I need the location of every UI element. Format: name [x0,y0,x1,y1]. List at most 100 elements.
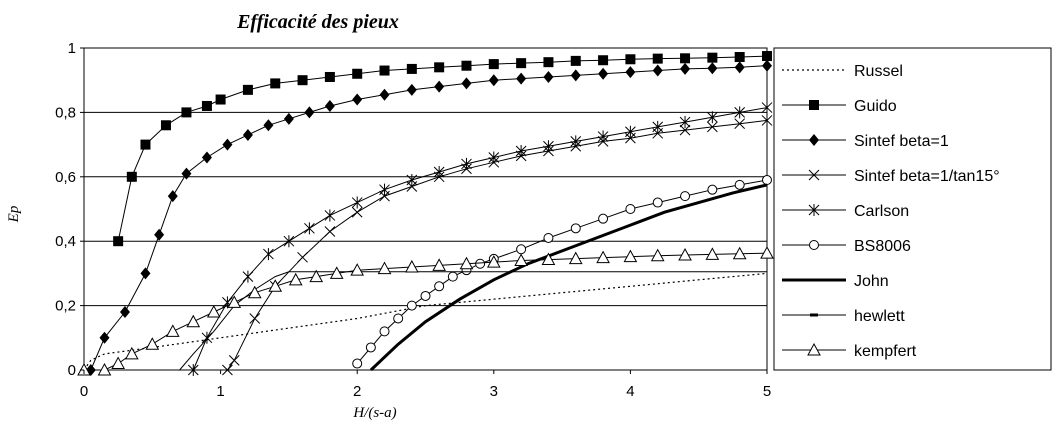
sintef-beta-1-point [119,306,130,319]
carlson-point [433,165,445,178]
guido-line [117,55,768,242]
series-guido [113,51,772,247]
sintef-beta-1-point [516,72,527,85]
legend-items: Russel Guido Sintef beta=1 Sintef beta=1/ta… [782,63,1000,360]
kempfert-point [206,304,221,318]
y-axis-label: Ep [6,205,22,223]
sintef-beta-1-point [140,267,151,280]
bs8006-point [543,232,554,243]
bs8006-point [365,342,376,353]
legend-item-russel: Russel [782,63,903,80]
kempfert-point [97,362,112,376]
legend-item-guido: Guido [782,98,897,115]
carlson-point [707,111,718,124]
carlson-point [679,116,691,129]
carlson-point [201,331,213,344]
guido-point [113,236,124,247]
sintef-beta-1-point [181,167,192,180]
kempfert-point [288,272,303,286]
kempfert-point [404,259,419,273]
sintef-beta-1-point [154,228,165,241]
carlson-point [488,151,500,164]
kempfert-point [760,246,774,259]
legend-item-kempfert: kempfert [782,342,917,360]
guido-point [762,51,772,62]
kempfert-point [145,337,160,350]
sintef-beta-1-point [242,128,253,141]
x-axis-label: H/(s-a) [352,405,396,421]
guido-point [516,58,527,69]
sintef-beta-1-point [762,59,772,72]
legend-marker [808,204,820,216]
series-john [369,183,768,372]
kempfert-point [650,248,665,262]
sintef-beta-1-point [167,190,178,203]
bs8006-point [707,184,718,195]
x-tick-label: 1 [216,383,224,400]
carlson-point [304,222,315,235]
y-tick-label: 0 [68,362,76,379]
legend-label: Guido [854,98,897,115]
guido-point [215,94,226,105]
carlson-line [192,107,768,371]
guido-point [625,54,636,65]
legend-marker [809,100,819,110]
kempfert-point [459,256,474,270]
bs8006-point [516,244,527,255]
plot-frame [83,47,768,371]
sintef-beta-1-point [488,74,499,87]
carlson-point [761,101,773,114]
kempfert-point [623,249,638,263]
guido-point [461,60,472,71]
guido-point [543,57,554,68]
x-tick-label: 2 [353,383,361,400]
bs8006-point [352,358,363,369]
guido-point [652,53,663,64]
sintef-beta-1-point [707,62,718,75]
sintef-beta-1-point [598,67,609,80]
carlson-point [351,196,363,209]
guido-point [379,65,390,76]
sintef-beta-1-tan15-point [297,251,308,263]
sintef-beta-1-point [379,88,390,101]
kempfert-point [486,255,501,268]
kempfert-point [350,263,365,276]
carlson-point [263,248,274,261]
legend-label: kempfert [854,343,917,360]
kempfert-point [705,247,720,260]
x-tick-label: 5 [763,383,771,400]
sintef-beta-1-tan15-point [761,115,773,126]
sintef-beta-1-point [263,119,274,132]
bs8006-point [762,175,772,186]
guido-point [488,59,499,70]
sintef-beta-1-point [543,70,554,83]
sintef-beta-1-tan15-point [679,124,691,136]
bs8006-point [680,191,691,202]
legend-marker [807,342,821,356]
guido-point [434,62,445,73]
legend-label: John [854,273,889,290]
john-line [369,183,768,372]
legend-label: Sintef beta=1 [854,133,949,150]
kempfert-point [568,251,583,265]
kempfert-point [111,356,125,370]
kempfert-point [124,346,139,360]
series-bs8006 [352,175,772,369]
sintef-beta-1-point [570,69,581,82]
legend-marker [809,134,819,146]
axis-ticks: 0 0,2 0,4 0,6 0,8 1 0 1 2 3 4 5 [55,40,771,400]
legend-item-sintef-beta-1-tan15: Sintef beta=1/tan15° [782,168,1000,185]
kempfert-point [596,250,610,264]
carlson-point [515,145,527,158]
y-tick-label: 0,4 [55,233,76,250]
carlson-point [570,135,582,148]
gridlines [84,111,767,307]
guido-point [324,71,335,82]
bs8006-point [652,197,663,208]
sintef-beta-1-tan15-point [222,364,233,376]
kempfert-point [186,314,201,328]
sintef-beta-1-point [352,93,363,106]
kempfert-line [84,252,768,371]
bs8006-point [393,313,404,324]
